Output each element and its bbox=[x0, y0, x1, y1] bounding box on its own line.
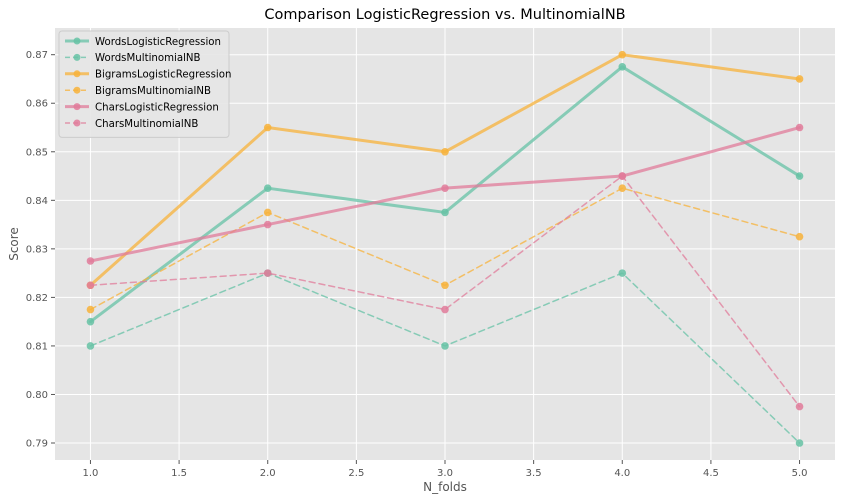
y-axis-label: Score bbox=[7, 227, 21, 261]
x-tick-label: 1.0 bbox=[83, 468, 99, 479]
data-point bbox=[441, 342, 449, 350]
data-point bbox=[795, 439, 804, 447]
legend-swatch-marker bbox=[73, 103, 81, 111]
legend-swatch-marker bbox=[73, 70, 81, 78]
gridlines bbox=[55, 28, 835, 460]
data-point bbox=[441, 147, 449, 156]
legend-label: WordsLogisticRegression bbox=[95, 37, 221, 48]
data-point bbox=[795, 232, 804, 241]
legend-swatch-marker bbox=[73, 119, 81, 127]
legend-label: BigramsLogisticRegression bbox=[95, 70, 231, 81]
legend-frame bbox=[58, 30, 230, 138]
legend-label: WordsMultinomialNB bbox=[95, 53, 201, 64]
x-tick-label: 3.0 bbox=[437, 468, 453, 479]
y-tick-label: 0.87 bbox=[26, 50, 48, 61]
x-tick-label: 2.5 bbox=[348, 468, 364, 479]
data-point bbox=[263, 123, 272, 132]
data-point bbox=[86, 257, 95, 265]
data-point bbox=[441, 208, 449, 217]
y-tick-label: 0.80 bbox=[26, 390, 48, 401]
data-point bbox=[618, 172, 627, 180]
data-point bbox=[263, 269, 272, 277]
x-tick-label: 1.5 bbox=[171, 468, 187, 479]
data-point bbox=[795, 123, 804, 132]
legend-swatch-marker bbox=[73, 53, 81, 61]
y-axis-ticks: 0.79 0.80 0.81 0.82 0.83 0.84 0.85 0.86 0.87 bbox=[26, 50, 55, 450]
data-point bbox=[618, 63, 627, 71]
x-tick-label: 4.0 bbox=[614, 468, 630, 479]
legend-label: BigramsMultinomialNB bbox=[95, 86, 211, 97]
legend-label: CharsMultinomialNB bbox=[95, 119, 198, 130]
data-point bbox=[441, 281, 449, 290]
legend: WordsLogisticRegression WordsMultinomialN… bbox=[58, 30, 231, 138]
series-WordsLogisticRegression bbox=[86, 63, 804, 326]
legend-item: WordsLogisticRegression bbox=[65, 37, 221, 48]
legend-item: BigramsLogisticRegression bbox=[65, 70, 231, 81]
y-tick-label: 0.83 bbox=[26, 244, 48, 255]
chart-title: Comparison LogisticRegression vs. Multin… bbox=[264, 7, 625, 23]
legend-item: BigramsMultinomialNB bbox=[65, 86, 211, 97]
x-tick-label: 3.5 bbox=[526, 468, 542, 479]
series-BigramsMultinomialNB bbox=[86, 184, 804, 314]
data-point bbox=[618, 184, 627, 192]
data-point bbox=[441, 305, 449, 314]
y-tick-label: 0.84 bbox=[26, 196, 48, 207]
x-tick-label: 2.0 bbox=[260, 468, 276, 479]
data-point bbox=[86, 317, 95, 326]
y-tick-label: 0.82 bbox=[26, 293, 48, 304]
data-point bbox=[795, 75, 804, 83]
series-CharsMultinomialNB bbox=[86, 172, 804, 411]
data-point bbox=[86, 305, 95, 314]
legend-item: WordsMultinomialNB bbox=[65, 53, 201, 64]
data-point bbox=[795, 402, 804, 411]
data-point bbox=[618, 50, 627, 59]
legend-item: CharsLogisticRegression bbox=[65, 102, 219, 113]
legend-swatch-marker bbox=[73, 37, 81, 45]
data-point bbox=[618, 269, 627, 277]
data-point bbox=[441, 184, 449, 192]
y-tick-label: 0.86 bbox=[26, 99, 48, 110]
data-point bbox=[795, 172, 804, 180]
series-layer bbox=[86, 50, 804, 447]
x-tick-label: 5.0 bbox=[792, 468, 808, 479]
data-point bbox=[86, 342, 95, 350]
legend-item: CharsMultinomialNB bbox=[65, 119, 198, 130]
legend-label: CharsLogisticRegression bbox=[95, 102, 219, 113]
data-point bbox=[86, 281, 95, 290]
y-tick-label: 0.79 bbox=[26, 439, 48, 450]
x-axis-ticks: 1.0 1.5 2.0 2.5 3.0 3.5 4.0 4.5 5.0 bbox=[83, 460, 808, 479]
data-point bbox=[263, 220, 272, 229]
legend-swatch-marker bbox=[73, 86, 81, 94]
data-point bbox=[263, 184, 272, 192]
x-axis-label: N_folds bbox=[423, 480, 467, 494]
y-tick-label: 0.81 bbox=[26, 341, 48, 352]
data-point bbox=[263, 208, 272, 217]
y-tick-label: 0.85 bbox=[26, 147, 48, 158]
x-tick-label: 4.5 bbox=[703, 468, 719, 479]
